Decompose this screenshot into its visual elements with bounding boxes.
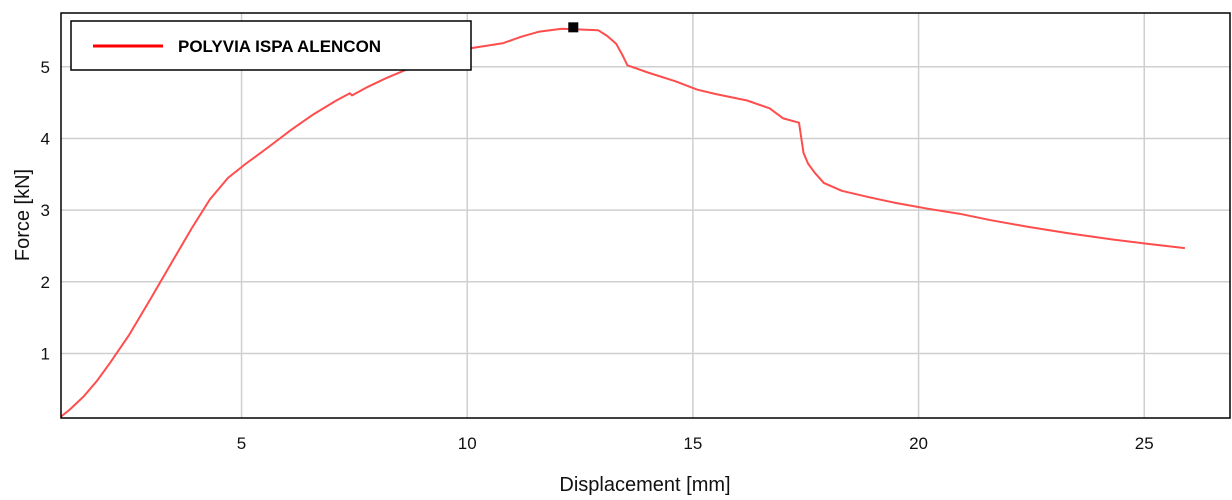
y-tick-label: 5 — [41, 58, 50, 77]
x-tick-label: 10 — [458, 434, 477, 453]
y-tick-labels: 1 2 3 4 5 — [41, 58, 50, 364]
x-tick-label: 5 — [237, 434, 246, 453]
y-axis-title: Force [kN] — [12, 169, 34, 261]
plot-frame — [60, 12, 1231, 419]
plot-background — [61, 13, 1230, 418]
x-tick-labels: 5 10 15 20 25 — [237, 434, 1154, 453]
y-tick-label: 2 — [41, 273, 50, 292]
y-tick-label: 3 — [41, 201, 50, 220]
legend: POLYVIA ISPA ALENCON — [70, 20, 472, 71]
y-tick-label: 4 — [41, 129, 50, 148]
series-line — [60, 27, 1186, 418]
x-tick-label: 20 — [909, 434, 928, 453]
max-force-marker — [568, 22, 579, 33]
y-tick-label: 1 — [41, 344, 50, 363]
gridlines — [61, 13, 1230, 418]
x-tick-label: 15 — [683, 434, 702, 453]
series-layer — [60, 22, 1186, 418]
legend-label: POLYVIA ISPA ALENCON — [178, 37, 381, 56]
x-axis-title: Displacement [mm] — [559, 474, 730, 496]
x-tick-label: 25 — [1135, 434, 1154, 453]
